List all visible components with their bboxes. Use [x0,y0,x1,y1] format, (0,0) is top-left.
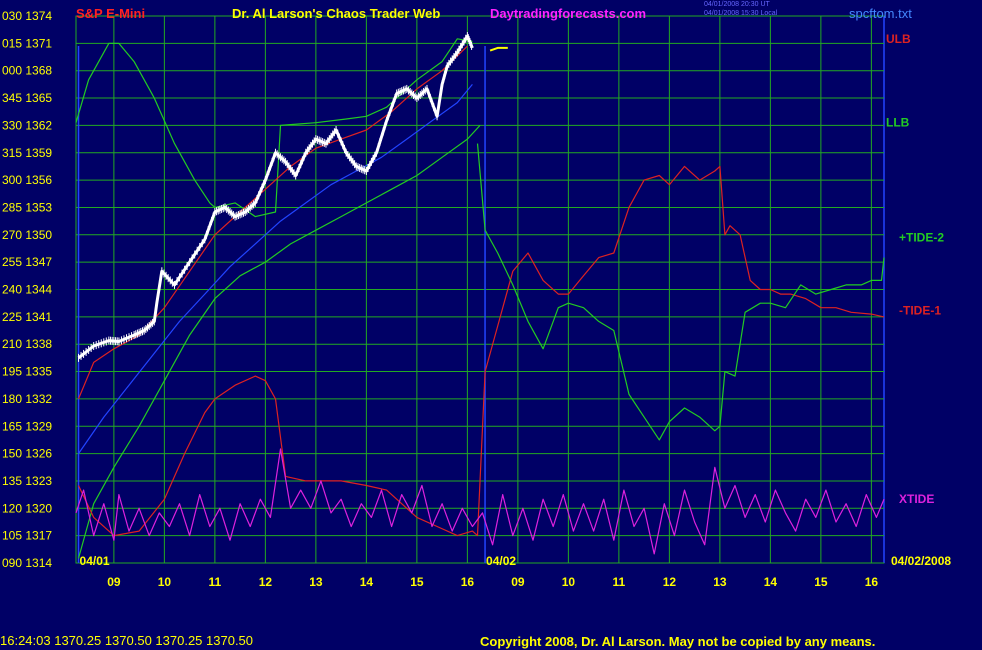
y-tick-label: 285 1353 [2,200,52,214]
y-tick-label: 255 1347 [2,255,52,269]
y-tick-label: 180 1332 [2,392,52,406]
y-tick-label: 240 1344 [2,283,52,297]
y-tick-label: 150 1326 [2,447,52,461]
x-tick-label: 12 [663,575,677,589]
series-line-xtide [75,448,885,555]
series-line-forecast [489,46,508,52]
y-tick-label: 210 1338 [2,337,52,351]
y-tick-label: 345 1365 [2,91,52,105]
copyright: Copyright 2008, Dr. Al Larson. May not b… [480,634,876,649]
x-tick-label: 10 [562,575,576,589]
timestamp-ut: 04/01/2008 20:30 UT [704,1,770,8]
y-tick-label: 000 1368 [2,64,52,78]
x-tick-label: 11 [613,575,626,589]
y-tick-label: 105 1317 [2,529,52,543]
legend-entry: XTIDE [899,492,934,506]
legend-entry: +TIDE-2 [899,231,944,245]
x-tick-label: 10 [158,575,172,589]
series-line-llb [75,38,473,218]
data-file: spcftom.txt [849,6,912,21]
timestamp-local: 04/01/2008 15:30 Local [704,10,778,17]
x-tick-label: 14 [764,575,778,589]
series-line-ulb [77,45,468,400]
x-tick-label: 12 [259,575,273,589]
y-tick-label: 300 1356 [2,173,52,187]
date-marker: 04/01 [80,554,110,568]
date-marker: 04/02 [486,554,516,568]
y-tick-label: 090 1314 [2,556,52,570]
series-line--tide-2 [476,143,885,441]
y-tick-label: 315 1359 [2,146,52,160]
site-link[interactable]: Daytradingforecasts.com [490,6,647,21]
series-line--tide-1 [77,165,885,537]
grid [75,15,885,564]
y-tick-label: 270 1350 [2,228,52,242]
x-tick-label: 13 [713,575,727,589]
x-tick-label: 11 [209,575,222,589]
y-tick-label: 135 1323 [2,474,52,488]
y-tick-label: 165 1329 [2,419,52,433]
y-tick-label: 225 1341 [2,310,52,324]
legend: ULB LLB +TIDE-2 -TIDE-1 XTIDE [886,32,944,506]
legend-entry: -TIDE-1 [899,303,941,317]
x-tick-label: 15 [410,575,424,589]
chart-title: Dr. Al Larson's Chaos Trader Web [232,6,441,21]
x-tick-label: 14 [360,575,374,589]
x-tick-label: 09 [511,575,525,589]
y-tick-label: 030 1374 [2,9,52,23]
y-tick-label: 120 1320 [2,501,52,515]
y-axis-labels: 030 1374 015 1371 000 1368 345 1365 330 1362… [2,9,52,570]
x-tick-label: 16 [865,575,879,589]
legend-entry: LLB [886,116,910,130]
y-tick-label: 195 1335 [2,365,52,379]
last-quote: 16:24:03 1370.25 1370.50 1370.25 1370.50 [0,633,254,648]
x-tick-label: 13 [309,575,323,589]
x-tick-label: 09 [107,575,121,589]
legend-entry: ULB [886,32,911,46]
series-line-llb-low [77,124,481,559]
x-axis-labels: 09 10 11 12 13 14 15 16 09 10 11 12 13 14 15 16 04/01 04/… [80,554,952,589]
x-tick-label: 15 [814,575,828,589]
series-line-price [77,34,474,360]
y-tick-label: 015 1371 [2,36,52,50]
instrument-label: S&P E-Mini [76,6,146,21]
series-line-avg [78,84,473,454]
x-tick-label: 16 [461,575,475,589]
series-layer [75,32,885,559]
y-tick-label: 330 1362 [2,118,52,132]
end-date: 04/02/2008 [891,554,951,568]
